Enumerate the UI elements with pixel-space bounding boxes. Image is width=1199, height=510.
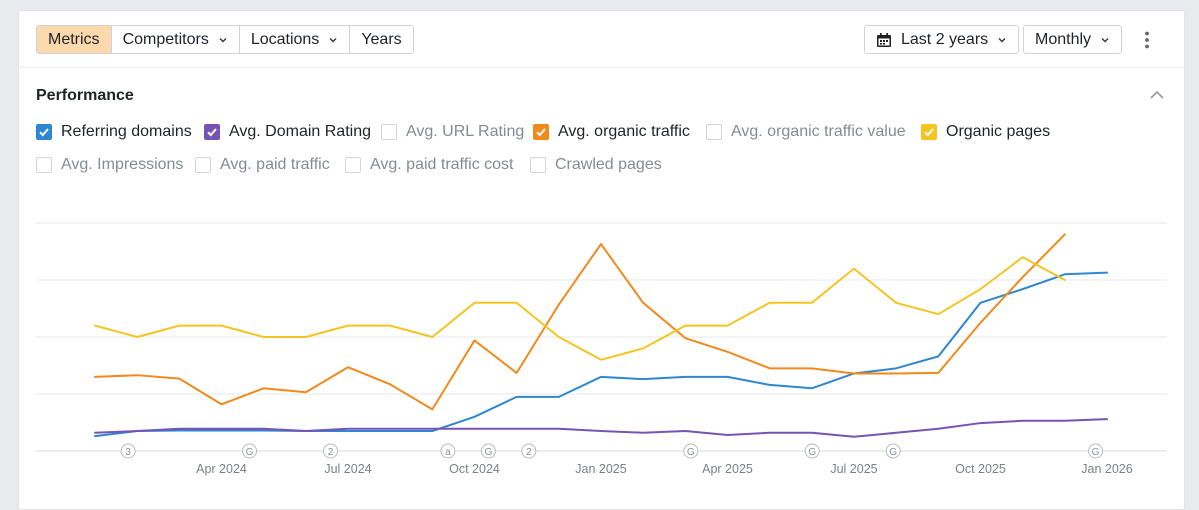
metric-organic-pages[interactable]: Organic pages (921, 123, 1050, 141)
metric-avg-paid-traffic[interactable]: Avg. paid traffic (195, 156, 330, 174)
annotation-marker (440, 443, 456, 459)
metric-label: Avg. Impressions (61, 156, 184, 173)
metric-avg-organic-traffic-value[interactable]: Avg. organic traffic value (706, 123, 906, 141)
metric-label: Avg. organic traffic value (731, 123, 906, 140)
checkbox[interactable] (381, 124, 397, 140)
checkbox[interactable] (36, 124, 52, 140)
annotation-marker-label: 2 (526, 447, 532, 458)
tab-years-label: Years (361, 30, 402, 48)
metric-avg-impressions[interactable]: Avg. Impressions (36, 156, 183, 174)
annotation-marker (323, 443, 339, 459)
checkbox[interactable] (530, 157, 546, 173)
chevron-down-icon (219, 37, 227, 42)
annotation-marker-label: G (808, 447, 816, 458)
checkbox[interactable] (204, 124, 220, 140)
x-tick-label: Oct 2024 (449, 462, 500, 476)
granularity-label: Monthly (1035, 30, 1092, 48)
chevron-down-icon (1101, 37, 1109, 42)
tab-locations[interactable]: Locations (239, 26, 351, 53)
annotation-marker-label: G (484, 447, 492, 458)
series-line (94, 256, 1066, 361)
metric-label: Organic pages (946, 123, 1051, 140)
checkmark-icon (924, 128, 934, 137)
metric-label: Referring domains (61, 123, 192, 140)
annotation-marker (683, 443, 699, 459)
x-tick-label: Jan 2026 (1081, 462, 1132, 476)
annotation-marker (242, 443, 258, 459)
metric-label: Avg. organic traffic (558, 123, 690, 140)
performance-chart: Apr 2024 Jul 2024 Oct 2024 Jan 2025 Apr 2025… (36, 222, 1167, 476)
annotation-marker (480, 443, 496, 459)
metric-label: Avg. Domain Rating (229, 123, 371, 140)
checkmark-icon (207, 128, 217, 137)
annotation-marker-label: G (246, 447, 254, 458)
metrics-tab-group: Metrics Competitors Locations Years (36, 25, 414, 54)
checkbox[interactable] (36, 157, 52, 173)
x-tick-label: Apr 2024 (196, 462, 247, 476)
x-tick-label: Jul 2025 (830, 462, 877, 476)
chevron-up-icon[interactable] (1148, 86, 1166, 104)
x-tick-label: Jul 2024 (324, 462, 371, 476)
tab-metrics[interactable]: Metrics (37, 26, 112, 53)
tab-locations-label: Locations (250, 30, 320, 48)
annotation-marker-label: 2 (328, 447, 334, 458)
metric-avg-url-rating[interactable]: Avg. URL Rating (381, 123, 524, 141)
chevron-down-icon (329, 37, 337, 42)
annotation-marker (885, 443, 901, 459)
tab-competitors-label: Competitors (122, 30, 209, 48)
section-title: Performance (36, 87, 134, 104)
checkbox[interactable] (345, 157, 361, 173)
tab-competitors[interactable]: Competitors (111, 26, 240, 53)
series-line (94, 418, 1108, 438)
metric-crawled-pages[interactable]: Crawled pages (530, 156, 662, 174)
x-tick-label: Apr 2025 (702, 462, 753, 476)
annotation-marker-label: 3 (125, 447, 131, 458)
checkbox[interactable] (706, 124, 722, 140)
performance-panel: Metrics Competitors Locations Years (18, 10, 1185, 510)
checkbox[interactable] (195, 157, 211, 173)
annotation-marker (1088, 443, 1104, 459)
checkbox[interactable] (533, 124, 549, 140)
period-dropdown[interactable]: Last 2 years (864, 25, 1020, 54)
metric-label: Crawled pages (555, 156, 662, 173)
metric-referring-domains[interactable]: Referring domains (36, 123, 192, 141)
series-line (94, 271, 1108, 438)
annotation-marker (120, 443, 136, 459)
checkbox[interactable] (921, 124, 937, 140)
checkmark-icon (536, 128, 546, 137)
tab-years[interactable]: Years (350, 26, 413, 53)
checkmark-icon (39, 128, 49, 137)
granularity-dropdown[interactable]: Monthly (1023, 25, 1123, 54)
toolbar: Metrics Competitors Locations Years (19, 11, 1184, 68)
annotation-marker-label: G (889, 447, 897, 458)
annotation-marker-label: G (687, 447, 695, 458)
tab-metrics-label: Metrics (48, 30, 100, 48)
metric-label: Avg. paid traffic cost (370, 156, 514, 173)
metric-avg-organic-traffic[interactable]: Avg. organic traffic (533, 123, 690, 141)
period-label: Last 2 years (901, 30, 989, 48)
annotation-marker-label: G (1092, 447, 1100, 458)
kebab-icon[interactable] (1137, 30, 1157, 50)
annotation-marker-label: a (445, 447, 451, 458)
metric-avg-domain-rating[interactable]: Avg. Domain Rating (204, 123, 371, 141)
x-tick-label: Oct 2025 (955, 462, 1006, 476)
metric-label: Avg. URL Rating (406, 123, 525, 140)
metric-label: Avg. paid traffic (220, 156, 330, 173)
annotation-marker (804, 443, 820, 459)
x-tick-label: Jan 2025 (575, 462, 626, 476)
calendar-icon (877, 32, 891, 47)
series-line (94, 233, 1066, 411)
annotation-marker (521, 443, 537, 459)
metric-avg-paid-traffic-cost[interactable]: Avg. paid traffic cost (345, 156, 513, 174)
chevron-down-icon (998, 37, 1006, 42)
